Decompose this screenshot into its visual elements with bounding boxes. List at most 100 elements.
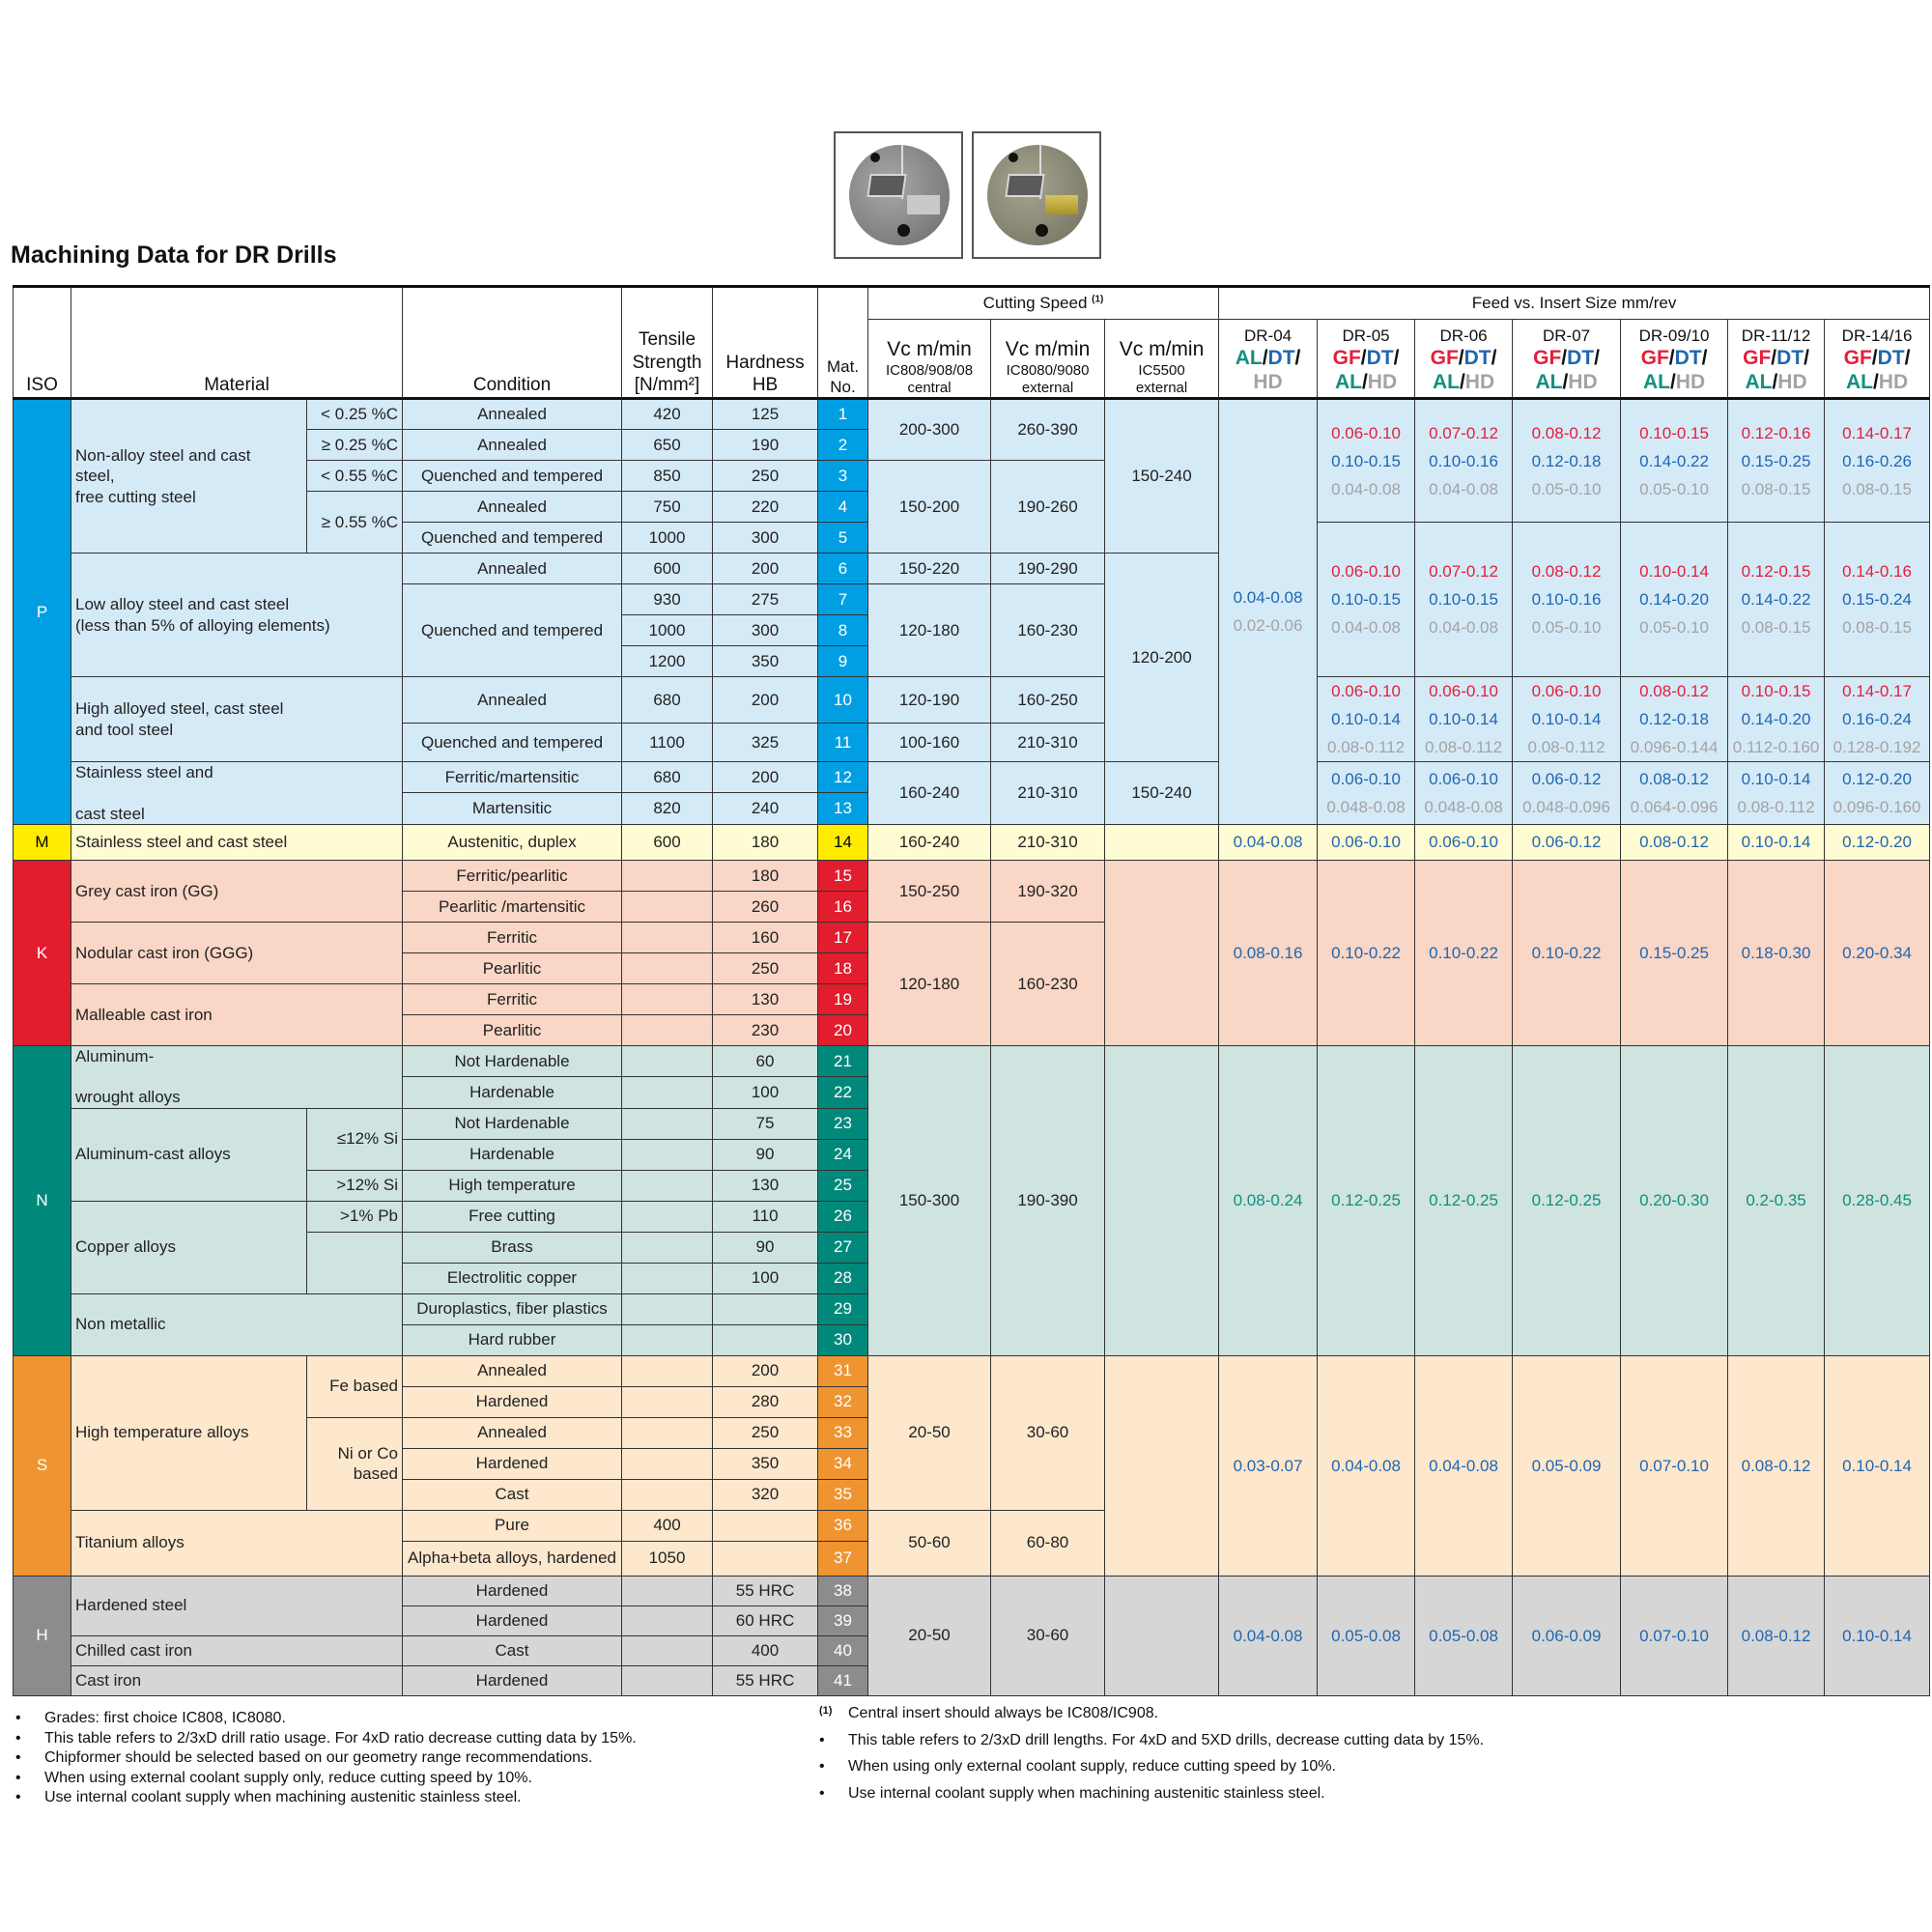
condition-cell: Hardenable bbox=[402, 1138, 623, 1171]
feed-hd: 0.048-0.08 bbox=[1424, 797, 1503, 816]
mat-no-cell: 17 bbox=[817, 921, 869, 953]
condition-cell: Hardened bbox=[402, 1447, 623, 1480]
grade-hd: HD bbox=[1367, 371, 1398, 394]
vc-title: Vc m/min bbox=[1005, 337, 1091, 360]
vc-external-cell: 190-290 bbox=[990, 553, 1106, 584]
note-item: • This table refers to 2/3xD drill ratio … bbox=[14, 1730, 637, 1750]
vc-central-cell: 120-190 bbox=[867, 675, 992, 724]
condition-cell: Martensitic bbox=[402, 792, 623, 825]
mat-no-cell: 12 bbox=[817, 760, 869, 794]
grade-hd: HD bbox=[1464, 371, 1495, 394]
note-text: When using external coolant supply only,… bbox=[44, 1769, 532, 1786]
separator: / bbox=[1562, 371, 1569, 394]
grade-line: AL/DT/ bbox=[1223, 346, 1313, 370]
vc-ic5500-cell bbox=[1104, 1044, 1220, 1356]
hardness-cell: 220 bbox=[712, 491, 819, 523]
note-text: When using only external coolant supply,… bbox=[848, 1758, 1336, 1775]
note-item: • When using external coolant supply only… bbox=[14, 1770, 637, 1790]
grade-gf: GF bbox=[1533, 347, 1562, 370]
separator: / bbox=[1360, 347, 1367, 370]
feed-dt: 0.12-0.18 bbox=[1531, 451, 1602, 470]
feed-cell: 0.2-0.35 bbox=[1727, 1044, 1826, 1356]
condition-cell: Hardened bbox=[402, 1605, 623, 1636]
grade-hd: HD bbox=[1253, 371, 1283, 394]
feed-dt: 0.10-0.15 bbox=[1331, 451, 1401, 470]
feed-gf: 0.10-0.15 bbox=[1639, 423, 1709, 442]
table-row: Titanium alloys Pure 400 36 50-60 60-80 bbox=[14, 1509, 1930, 1577]
tensile-cell: 930 bbox=[621, 583, 714, 615]
table-row: Quenched and tempered 1100 325 11 100-160 210… bbox=[14, 723, 1930, 762]
hardness-cell: 300 bbox=[712, 522, 819, 554]
condition-cell: Ferritic/martensitic bbox=[402, 760, 623, 794]
condition-cell: Pearlitic bbox=[402, 952, 623, 984]
table-row: Aluminum-cast alloys ≤12% Si Not Hardenabl… bbox=[14, 1107, 1930, 1202]
footnote: (1) Central insert should always be IC808… bbox=[817, 1705, 1484, 1732]
table-row: Pearlitic /martensitic 260 16 bbox=[14, 890, 1930, 923]
hardness-cell: 240 bbox=[712, 792, 819, 825]
header-dr-07: DR-07 GF/DT/AL/HD bbox=[1512, 319, 1622, 400]
feed-hd: 0.05-0.10 bbox=[1639, 618, 1709, 637]
condition-cell: Ferritic/pearlitic bbox=[402, 859, 623, 892]
footnote-marker: (1) bbox=[1092, 294, 1104, 305]
feed-al: 0.20-0.30 bbox=[1639, 1191, 1709, 1210]
feed-dt: 0.06-0.10 bbox=[1331, 833, 1401, 852]
insert-size: DR-14/16 bbox=[1841, 327, 1913, 345]
mat-no-cell: 4 bbox=[817, 491, 869, 523]
grade-line: AL/HD bbox=[1625, 370, 1723, 394]
condition-cell: Annealed bbox=[402, 675, 623, 724]
vc-external-cell: 160-230 bbox=[990, 583, 1106, 677]
feed-cell: 0.10-0.14 bbox=[1824, 1575, 1931, 1696]
hardness-cell: 200 bbox=[712, 1354, 819, 1387]
feed-gf: 0.10-0.14 bbox=[1639, 562, 1709, 581]
feed-gf: 0.06-0.10 bbox=[1429, 682, 1498, 700]
tensile-cell bbox=[621, 952, 714, 984]
tensile-cell bbox=[621, 1478, 714, 1511]
grade-line: AL/HD bbox=[1517, 370, 1616, 394]
page-title: Machining Data for DR Drills bbox=[11, 242, 337, 269]
vc-external-cell: 190-320 bbox=[990, 859, 1106, 923]
table-row: Quenched and tempered 1000 300 5 0.06-0.10 0.… bbox=[14, 522, 1931, 677]
table-row: Stainless steel and cast steel Ferritic/m… bbox=[14, 760, 1931, 825]
separator: / bbox=[1772, 371, 1778, 394]
separator: / bbox=[1804, 347, 1809, 370]
condition-cell: Brass bbox=[402, 1231, 623, 1264]
iso-group-p: P bbox=[13, 398, 71, 825]
feed-gf: 0.06-0.10 bbox=[1531, 682, 1602, 700]
feed-cell: 0.08-0.24 bbox=[1218, 1044, 1319, 1356]
hardness-cell: 55 HRC bbox=[712, 1664, 819, 1696]
condition-cell: Annealed bbox=[402, 1354, 623, 1387]
feed-hd: 0.08-0.112 bbox=[1327, 738, 1406, 756]
feed-al: 0.12-0.25 bbox=[1331, 1191, 1401, 1210]
mat-no-cell: 31 bbox=[817, 1354, 869, 1387]
vc-external-cell: 190-260 bbox=[990, 460, 1106, 554]
feed-cell: 0.08-0.12 0.064-0.096 bbox=[1620, 761, 1729, 825]
tensile-cell bbox=[621, 859, 714, 892]
hardness-cell: 130 bbox=[712, 982, 819, 1015]
table-row: Non metallic Duroplastics, fiber plastics… bbox=[14, 1293, 1930, 1356]
note-text: This table refers to 2/3xD drill ratio u… bbox=[44, 1729, 637, 1747]
hardness-cell: 350 bbox=[712, 1447, 819, 1480]
feed-gf: 0.08-0.12 bbox=[1531, 423, 1602, 442]
feed-hd: 0.096-0.144 bbox=[1630, 738, 1719, 756]
feed-cell: 0.10-0.22 bbox=[1414, 859, 1514, 1046]
feed-dt: 0.07-0.10 bbox=[1639, 1456, 1709, 1475]
grade-dt: DT bbox=[1463, 347, 1492, 370]
feed-hd: 0.04-0.08 bbox=[1331, 479, 1401, 498]
feed-cell: 0.05-0.09 bbox=[1512, 1354, 1622, 1577]
feed-cell: 0.12-0.25 bbox=[1512, 1044, 1622, 1356]
feed-gf: 0.08-0.12 bbox=[1531, 562, 1602, 581]
feed-dt: 0.08-0.12 bbox=[1741, 1626, 1811, 1645]
mat-no-cell: 32 bbox=[817, 1385, 869, 1418]
feed-hd: 0.08-0.15 bbox=[1842, 479, 1912, 498]
vc-central-cell: 50-60 bbox=[867, 1509, 992, 1577]
material-name: Hardened steel bbox=[70, 1575, 404, 1636]
bullet-icon: • bbox=[819, 1731, 825, 1748]
feed-cell: 0.14-0.17 0.16-0.26 0.08-0.15 bbox=[1824, 398, 1931, 523]
table-row: Hardenable 100 22 bbox=[14, 1076, 1930, 1109]
material-name: Stainless steel and cast steel bbox=[70, 823, 404, 861]
feed-dt: 0.06-0.10 bbox=[1331, 769, 1401, 788]
hardness-cell bbox=[712, 1509, 819, 1542]
mat-no-cell: 37 bbox=[817, 1540, 869, 1577]
condition-cell: Annealed bbox=[402, 491, 623, 523]
grade-line: AL/HD bbox=[1419, 370, 1508, 394]
